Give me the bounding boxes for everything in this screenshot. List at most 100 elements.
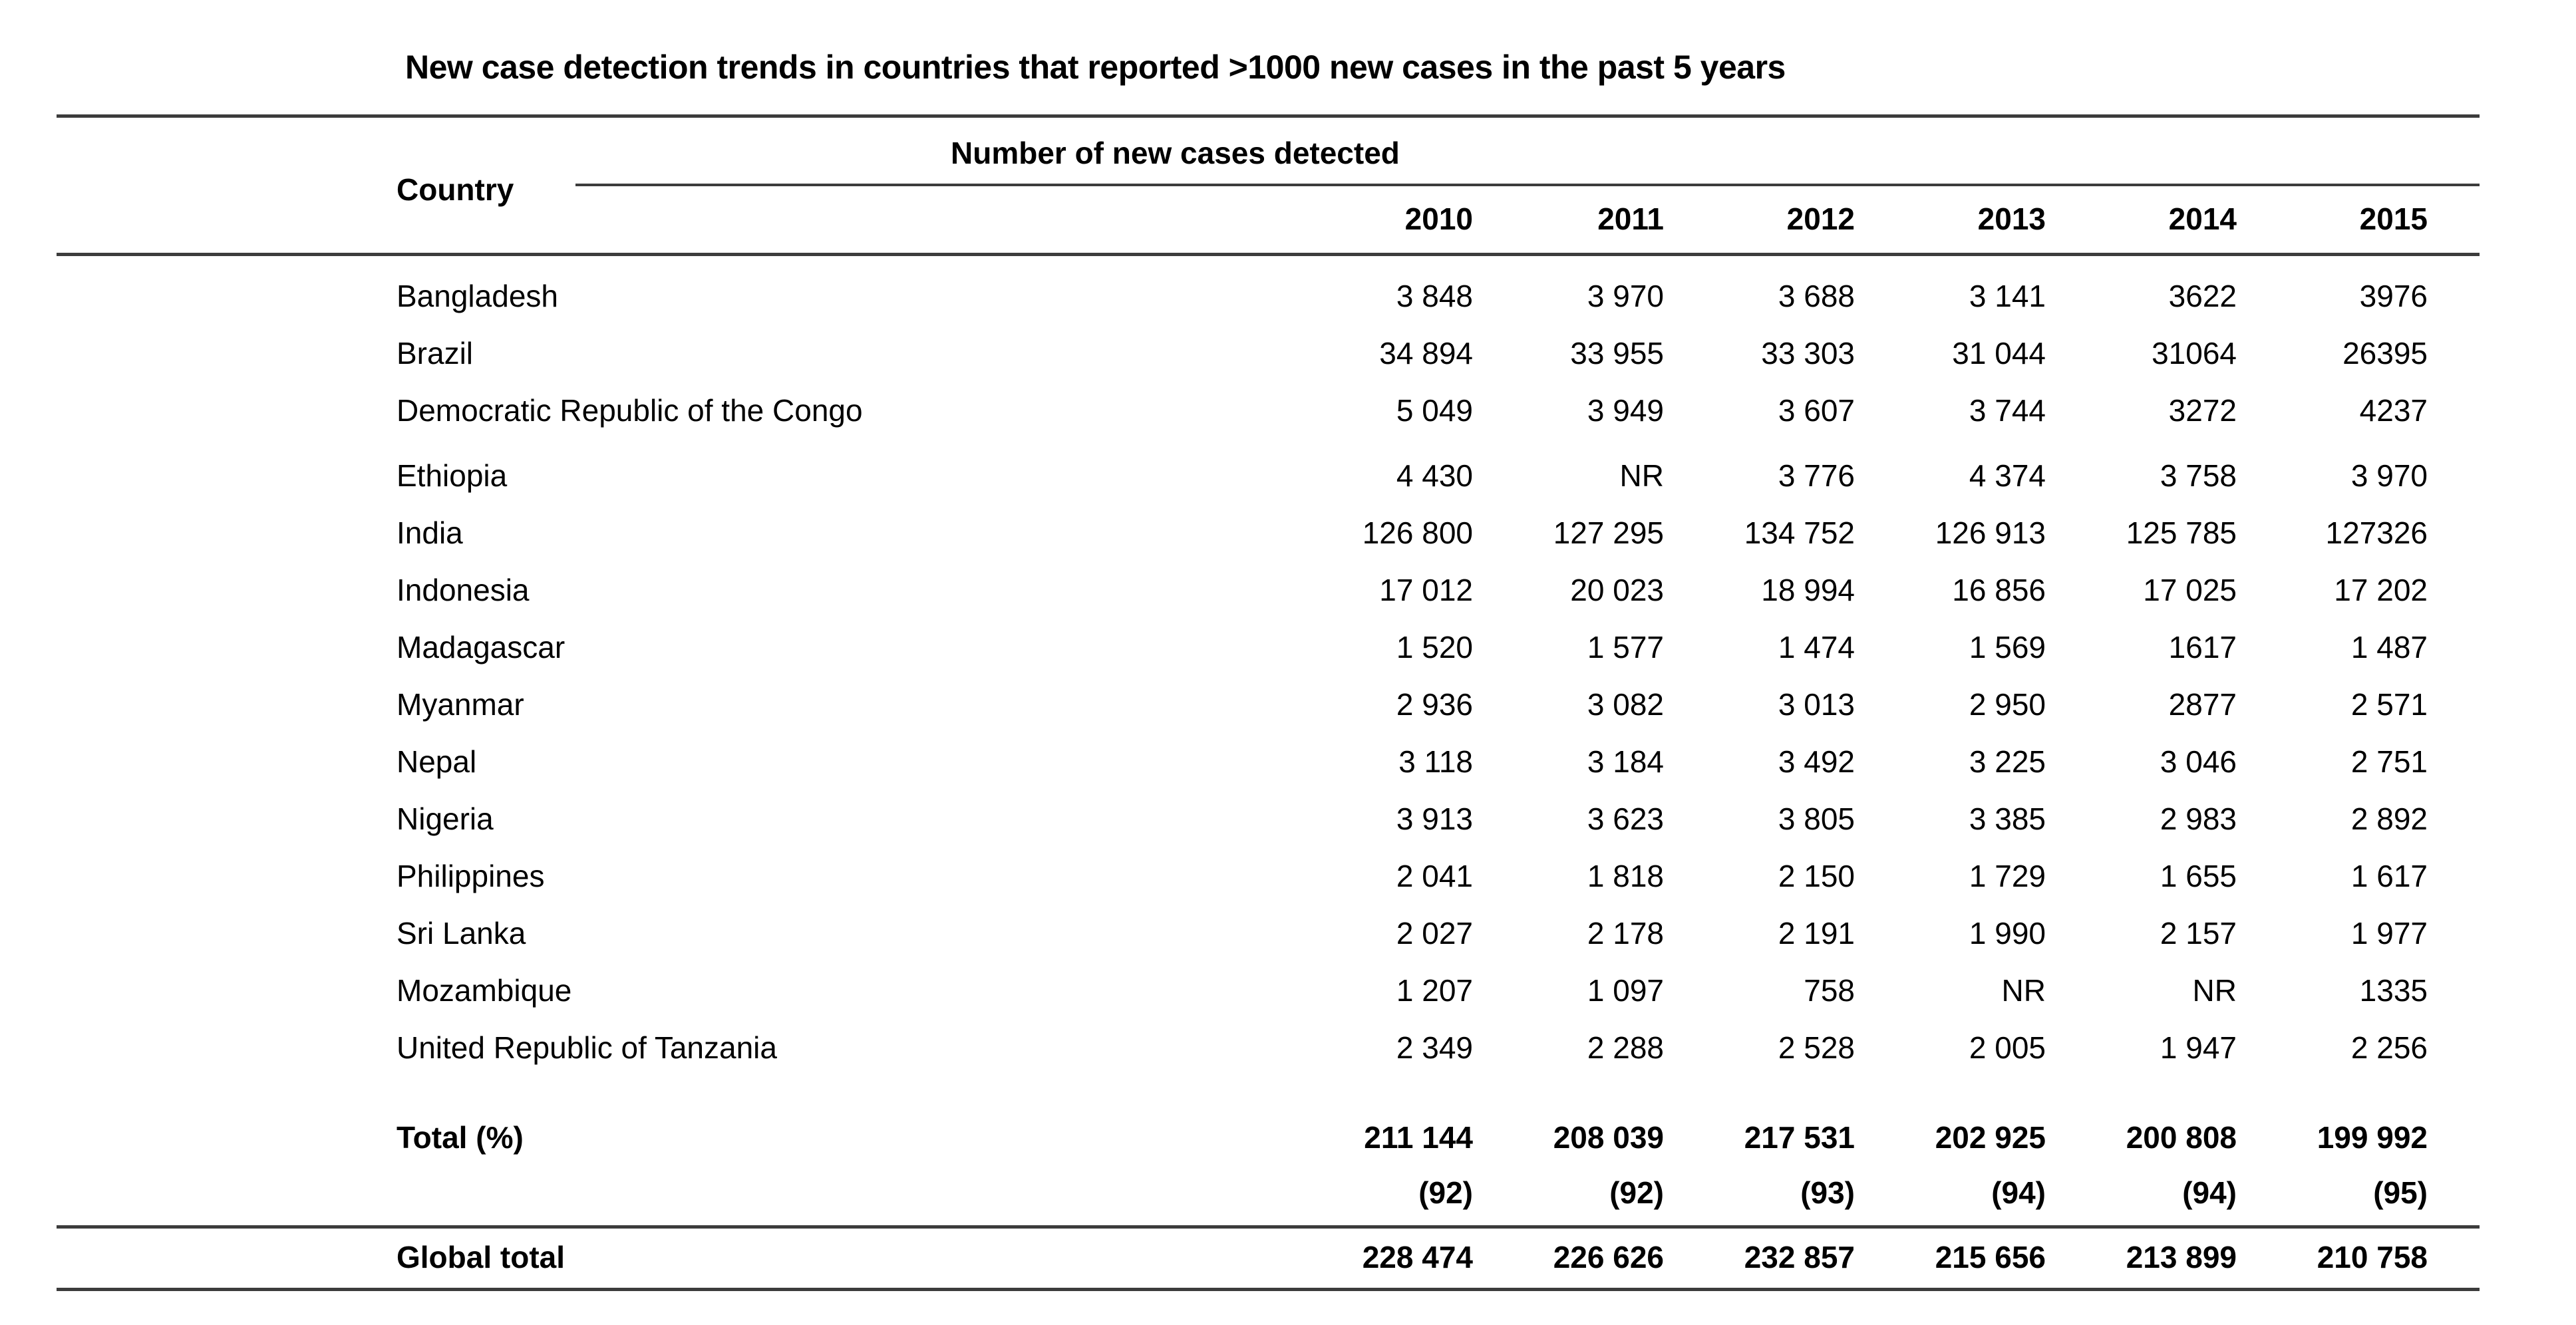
value-2012: 2 150 <box>1778 859 1855 893</box>
rule-above-global-total <box>57 1225 2480 1229</box>
table-row-brazil: Brazil 34 894 33 955 33 303 31 044 31064… <box>57 325 2480 382</box>
value-2014: 3 046 <box>2160 744 2237 779</box>
value-2010: 2 041 <box>1396 859 1473 893</box>
global-2013: 215 656 <box>1935 1240 2046 1274</box>
value-2015: 2 256 <box>2350 1030 2428 1065</box>
table-row-sri-lanka: Sri Lanka 2 027 2 178 2 191 1 990 2 157 … <box>57 905 2480 962</box>
value-2015: 1 617 <box>2350 859 2428 893</box>
value-2014: 2 983 <box>2160 802 2237 836</box>
value-2015: 1 487 <box>2350 630 2428 664</box>
value-2010: 34 894 <box>1379 336 1473 370</box>
value-2011: 3 082 <box>1587 687 1664 722</box>
value-2011: 2 178 <box>1587 916 1664 951</box>
value-2014: 3 758 <box>2160 458 2237 493</box>
table-row-madagascar: Madagascar 1 520 1 577 1 474 1 569 1617 … <box>57 619 2480 676</box>
country-name: Sri Lanka <box>397 916 526 951</box>
year-header-row: 2010 2011 2012 2013 2014 2015 <box>57 188 2480 249</box>
value-2012: 3 607 <box>1778 393 1855 428</box>
country-name: Nigeria <box>397 802 494 836</box>
year-header-2015: 2015 <box>2359 202 2428 236</box>
value-2011: 3 184 <box>1587 744 1664 779</box>
country-name: Democratic Republic of the Congo <box>397 393 863 428</box>
value-2014: 2877 <box>2168 687 2237 722</box>
global-total-label: Global total <box>397 1240 565 1274</box>
country-name: Ethiopia <box>397 458 508 493</box>
value-2014: 1 655 <box>2160 859 2237 893</box>
value-2011: 1 577 <box>1587 630 1664 664</box>
value-2013: 16 856 <box>1952 573 2046 607</box>
country-column-header: Country <box>397 172 514 207</box>
value-2010: 1 207 <box>1396 973 1473 1008</box>
value-2013: 3 744 <box>1969 393 2046 428</box>
value-2013: 1 569 <box>1969 630 2046 664</box>
value-2011: 1 818 <box>1587 859 1664 893</box>
value-2011: 1 097 <box>1587 973 1664 1008</box>
value-2012: 3 805 <box>1778 802 1855 836</box>
value-2010: 17 012 <box>1379 573 1473 607</box>
rule-under-year-headers <box>57 253 2480 256</box>
value-2015: 2 571 <box>2350 687 2428 722</box>
total-2010: 211 144 <box>1364 1120 1473 1155</box>
row-group-gap <box>57 439 2480 447</box>
percent-2012: (93) <box>1800 1175 1855 1210</box>
value-2011: 20 023 <box>1570 573 1664 607</box>
value-2012: 3 688 <box>1778 279 1855 313</box>
value-2015: 3 970 <box>2350 458 2428 493</box>
year-header-2012: 2012 <box>1786 202 1855 236</box>
value-2012: 758 <box>1804 973 1855 1008</box>
value-2015: 17 202 <box>2334 573 2428 607</box>
value-2014: 2 157 <box>2160 916 2237 951</box>
country-name: Madagascar <box>397 630 565 664</box>
value-2012: 2 191 <box>1778 916 1855 951</box>
total-row: Total (%) 211 144 208 039 217 531 202 92… <box>57 1109 2480 1166</box>
value-2014: 3622 <box>2168 279 2237 313</box>
value-2015: 3976 <box>2359 279 2428 313</box>
value-2011: 127 295 <box>1553 515 1664 550</box>
value-2011: 3 949 <box>1587 393 1664 428</box>
value-2012: 134 752 <box>1744 515 1855 550</box>
value-2010: 3 848 <box>1396 279 1473 313</box>
global-2011: 226 626 <box>1553 1240 1664 1274</box>
percent-2011: (92) <box>1609 1175 1664 1210</box>
value-2013: NR <box>2001 973 2046 1008</box>
percent-2013: (94) <box>1991 1175 2046 1210</box>
value-2013: 4 374 <box>1969 458 2046 493</box>
country-name: Bangladesh <box>397 279 558 313</box>
global-2015: 210 758 <box>2317 1240 2428 1274</box>
value-2012: 3 776 <box>1778 458 1855 493</box>
value-2015: 26395 <box>2342 336 2428 370</box>
year-header-2010: 2010 <box>1404 202 1473 236</box>
table-row-nigeria: Nigeria 3 913 3 623 3 805 3 385 2 983 2 … <box>57 790 2480 847</box>
country-name: Mozambique <box>397 973 572 1008</box>
value-2014: 125 785 <box>2126 515 2237 550</box>
value-2010: 126 800 <box>1362 515 1473 550</box>
value-2012: 18 994 <box>1761 573 1855 607</box>
year-header-2014: 2014 <box>2168 202 2237 236</box>
value-2014: 1617 <box>2168 630 2237 664</box>
value-2010: 5 049 <box>1396 393 1473 428</box>
percent-2014: (94) <box>2182 1175 2237 1210</box>
total-label: Total (%) <box>397 1120 524 1155</box>
country-name: Myanmar <box>397 687 524 722</box>
percent-2015: (95) <box>2373 1175 2428 1210</box>
global-2014: 213 899 <box>2126 1240 2237 1274</box>
value-2015: 2 892 <box>2350 802 2428 836</box>
value-2014: 17 025 <box>2143 573 2237 607</box>
year-header-2011: 2011 <box>1597 202 1664 236</box>
value-2010: 2 027 <box>1396 916 1473 951</box>
value-2014: 31064 <box>2152 336 2237 370</box>
percent-2010: (92) <box>1418 1175 1473 1210</box>
country-name: Indonesia <box>397 573 530 607</box>
table-row-drc: Democratic Republic of the Congo 5 049 3… <box>57 382 2480 439</box>
table-row-india: India 126 800 127 295 134 752 126 913 12… <box>57 504 2480 561</box>
country-name: Brazil <box>397 336 474 370</box>
global-2010: 228 474 <box>1362 1240 1473 1274</box>
table-row-mozambique: Mozambique 1 207 1 097 758 NR NR 1335 <box>57 962 2480 1019</box>
value-2015: 4237 <box>2359 393 2428 428</box>
value-2011: NR <box>1619 458 1664 493</box>
value-2014: 1 947 <box>2160 1030 2237 1065</box>
value-2010: 4 430 <box>1396 458 1473 493</box>
value-2012: 3 013 <box>1778 687 1855 722</box>
total-2013: 202 925 <box>1935 1120 2046 1155</box>
